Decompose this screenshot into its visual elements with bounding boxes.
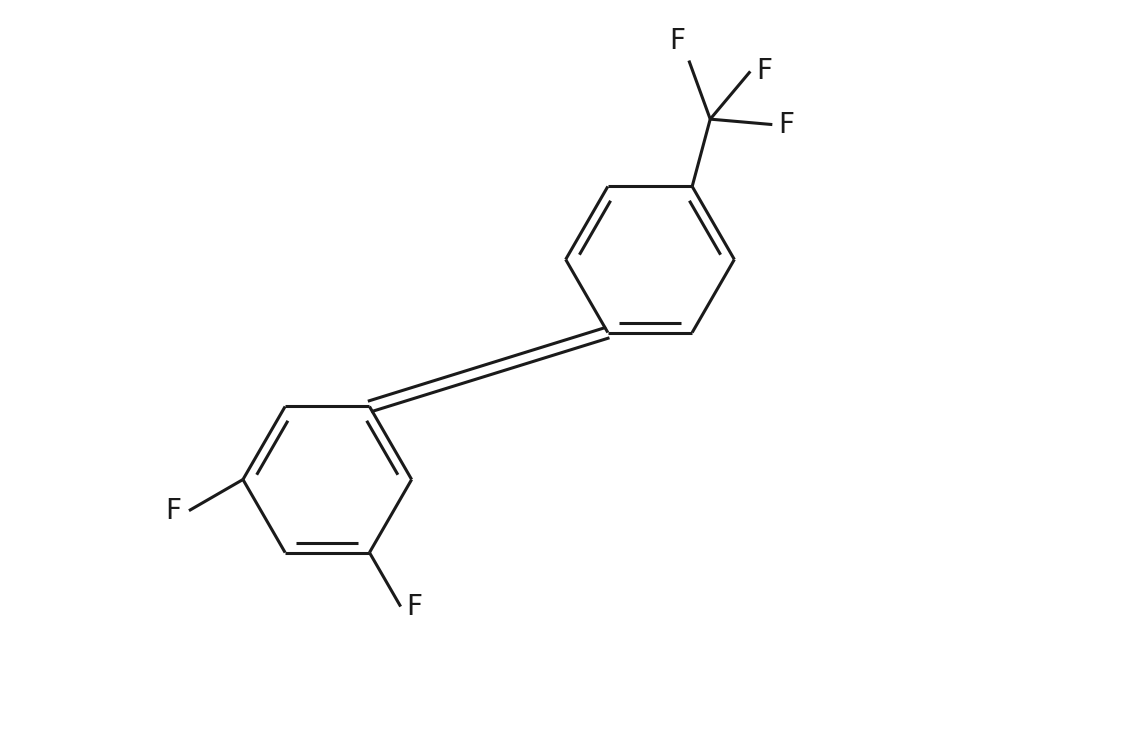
Text: F: F [407, 593, 423, 621]
Text: F: F [165, 497, 182, 525]
Text: F: F [756, 58, 772, 86]
Text: F: F [778, 111, 795, 139]
Text: F: F [669, 27, 686, 55]
